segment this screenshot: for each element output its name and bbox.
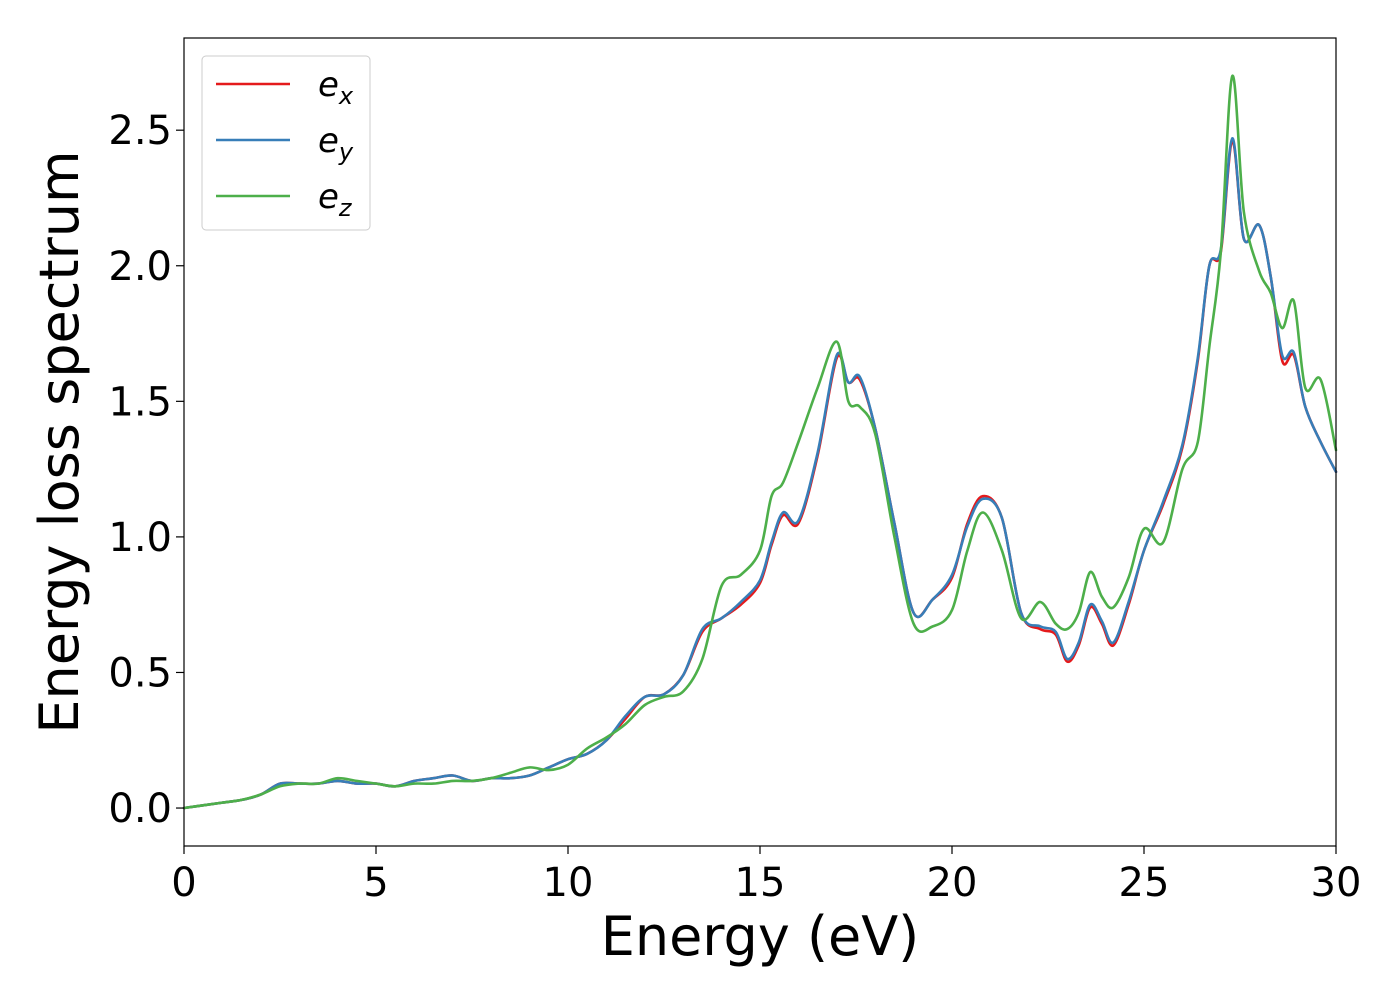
x-tick-label: 25 [1119, 860, 1170, 906]
axis-ticks: 0 5 10 15 20 25 30 0.0 0.5 1.0 1.5 2.0 2.5 [108, 108, 1361, 906]
y-axis-label: Energy loss spectrum [28, 150, 91, 733]
series-line-e-x [182, 139, 1338, 810]
series-lines [182, 74, 1338, 810]
y-tick-label: 0.0 [108, 786, 172, 832]
legend-frame [201, 55, 371, 231]
x-tick-label: 5 [363, 860, 388, 906]
legend-label: ex [318, 65, 354, 110]
y-tick-label: 2.0 [108, 244, 172, 290]
y-tick-label: 0.5 [108, 650, 172, 696]
x-tick-label: 0 [171, 860, 196, 906]
x-axis-label: Energy (eV) [601, 905, 920, 968]
plot-frame [183, 37, 1337, 847]
x-tick-label: 10 [543, 860, 594, 906]
y-tick-label: 1.5 [108, 379, 172, 425]
x-tick-label: 15 [735, 860, 786, 906]
series-line-e-y [182, 136, 1338, 810]
y-tick-label: 1.0 [108, 515, 172, 561]
x-tick-label: 20 [927, 860, 978, 906]
series-line-e-z [182, 74, 1338, 810]
y-tick-label: 2.5 [108, 108, 172, 154]
x-tick-label: 30 [1311, 860, 1362, 906]
